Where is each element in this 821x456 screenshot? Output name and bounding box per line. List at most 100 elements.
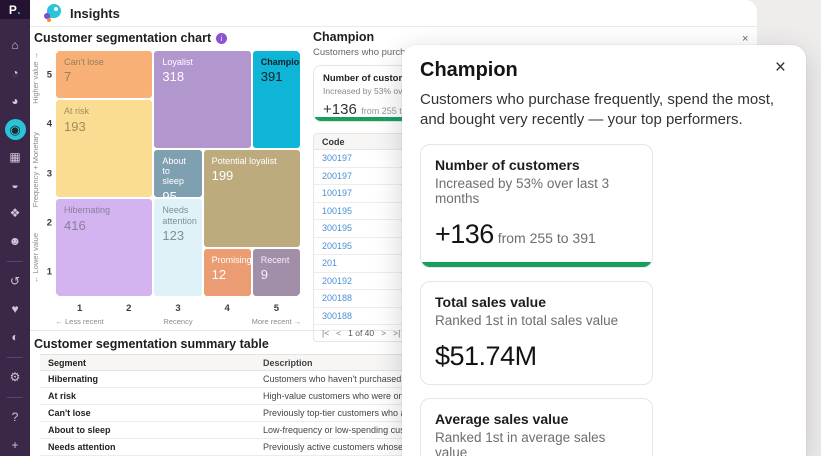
modal-close-icon[interactable]: × [774, 57, 786, 78]
y-axis-label: ← Lower value [31, 232, 40, 283]
summary-header-description: Description [263, 357, 313, 368]
sidebar-item-favorites-icon[interactable]: ♥ [11, 302, 19, 316]
treemap-cell-can-t-lose[interactable]: Can't lose 7 [55, 50, 154, 100]
sidebar-item-add-icon[interactable]: + [11, 438, 19, 452]
metric-card-title: Average sales value [435, 410, 569, 427]
champion-panel-title: Champion [313, 30, 375, 44]
x-axis-label: ← Less recent [55, 317, 104, 326]
code-link[interactable]: 200195 [314, 238, 462, 255]
treemap-cell-label: Promising [211, 254, 252, 265]
treemap-cell-value: 318 [162, 69, 185, 85]
sidebar-item-home-icon[interactable]: ⌂ [11, 38, 19, 52]
y-tick-label: 3 [46, 168, 52, 179]
code-link[interactable]: 201 [314, 255, 462, 273]
sidebar-item-insights-icon[interactable]: ◉ [4, 119, 26, 140]
insights-logo-orange-dot [47, 18, 51, 22]
treemap-plot: Can't lose 7 Loyalist 318 Champion 391 At risk… [55, 50, 301, 297]
treemap-cell-label: Needs attention [162, 205, 197, 226]
treemap-cell-label: Champion [260, 57, 301, 67]
metric-card-value: $51.74M [435, 340, 537, 371]
treemap-cell-recent[interactable]: Recent 9 [251, 247, 301, 297]
code-link[interactable]: 100195 [314, 203, 462, 220]
insights-logo-ring [54, 7, 58, 11]
sidebar-item-dashboard-icon[interactable]: ◐ [11, 330, 19, 344]
sidebar-item-tags-icon[interactable]: ❖ [9, 206, 21, 220]
sidebar-item-metrics-icon[interactable]: ◕ [11, 94, 19, 108]
sidebar-nav: ⌂ ◔ ◕ ◉ ▦ ◒ ❖ ☻ ↺ ♥ ◐ ⚙? + [0, 19, 30, 456]
code-link[interactable]: 200197 [314, 168, 462, 185]
section-divider [30, 330, 757, 331]
mini-card-value-row: +136 from 255 to 391 [323, 101, 453, 119]
treemap-cell-label: At risk [64, 106, 90, 117]
pagination: |< < 1 of 40 > >| [314, 325, 462, 341]
champion-modal: Champion × Customers who purchase freque… [402, 45, 806, 456]
x-axis-label: More recent → [251, 317, 302, 326]
metric-card-title: Number of customers [435, 156, 580, 173]
pagination-last-icon[interactable]: >| [393, 328, 401, 338]
page-title: Insights [70, 5, 120, 21]
treemap-cell-loyalist[interactable]: Loyalist 318 [153, 50, 252, 149]
sidebar-divider [7, 261, 23, 262]
top-header: Insights [30, 0, 757, 27]
pagination-first-icon[interactable]: |< [322, 328, 330, 338]
sidebar-item-reports-icon[interactable]: ▦ [9, 150, 21, 164]
treemap-cell-promising[interactable]: Promising 12 [202, 247, 252, 297]
treemap-cell-champion[interactable]: Champion 391 [251, 50, 301, 149]
summary-segment-cell: At risk [48, 391, 77, 401]
app-logo-letter: P [8, 2, 18, 17]
code-link[interactable]: 300195 [314, 220, 462, 238]
treemap-cell-about-to-sleep[interactable]: About to sleep 95 [153, 148, 203, 199]
treemap-cell-hibernating[interactable]: Hibernating 416 [55, 198, 154, 297]
insights-logo-icon [43, 4, 61, 22]
sidebar-item-help-icon[interactable]: ? [11, 410, 19, 424]
code-link[interactable]: 100197 [314, 185, 462, 203]
mini-card-subtitle: Increased by 53% over last 3 months [323, 86, 463, 96]
sidebar-item-history-icon[interactable]: ↺ [9, 274, 21, 288]
treemap-cell-value: 12 [211, 266, 227, 282]
mini-card-value-suffix: from 255 to 391 [361, 106, 425, 116]
metric-card-average-sales-value: Average sales value Ranked 1st in average… [420, 397, 653, 456]
sidebar-item-segments-icon[interactable]: ◒ [11, 178, 19, 192]
code-link[interactable]: 200192 [314, 273, 462, 290]
metric-card-value-row: +136 from 255 to 391 [435, 219, 638, 250]
metric-card-number-of-customers: Number of customers Increased by 53% over… [420, 143, 653, 268]
metric-card-total-sales-value: Total sales value Ranked 1st in total sal… [420, 280, 653, 385]
x-axis-ticks: 1 2 3 4 5 [55, 303, 301, 315]
treemap-cell-at-risk[interactable]: At risk 193 [55, 99, 154, 199]
insights-logo-purple-dot [44, 13, 50, 19]
modal-title: Champion [420, 59, 518, 81]
pagination-prev-icon[interactable]: < [336, 328, 342, 338]
summary-segment-cell: About to sleep [48, 425, 111, 435]
treemap-cell-label: Recent [260, 254, 290, 265]
pagination-next-icon[interactable]: > [381, 328, 387, 338]
chart-section-title: Customer segmentation chart i [34, 31, 228, 45]
treemap-cell-label: Hibernating [64, 205, 111, 216]
y-tick-label: 4 [46, 118, 52, 130]
app-logo[interactable]: P. [0, 0, 30, 19]
green-accent-bar [314, 117, 462, 121]
treemap-cell-label: Loyalist [162, 57, 193, 67]
metric-card-subtitle: Ranked 1st in total sales value [435, 312, 619, 328]
y-axis-label: Higher value → [31, 52, 40, 105]
treemap-cell-potential-loyalist[interactable]: Potential loyalist 199 [202, 148, 301, 248]
treemap-cell-value: 416 [64, 217, 86, 233]
sidebar: P. ⌂ ◔ ◕ ◉ ▦ ◒ ❖ ☻ ↺ ♥ ◐ ⚙? + [0, 0, 30, 456]
sidebar-item-analytics-icon[interactable]: ◔ [11, 66, 19, 80]
treemap-cell-needs-attention[interactable]: Needs attention 123 [153, 198, 203, 297]
panel-close-icon[interactable]: × [742, 33, 749, 45]
treemap-cell-label: Potential loyalist [211, 155, 277, 166]
treemap-cell-value: 199 [211, 168, 234, 184]
metric-card-subtitle: Increased by 53% over last 3 months [435, 175, 610, 206]
sidebar-item-add-user-icon[interactable]: ⚙ [9, 370, 21, 384]
sidebar-item-customers-icon[interactable]: ☻ [8, 234, 22, 248]
metric-card-subtitle: Ranked 1st in average sales value [435, 429, 606, 456]
pagination-label: 1 of 40 [348, 328, 375, 338]
code-link[interactable]: 200188 [314, 290, 462, 308]
x-tick-label: 2 [126, 303, 132, 314]
y-tick-label: 2 [46, 217, 52, 229]
code-link[interactable]: 300197 [314, 150, 462, 168]
metric-card-value: +136 [435, 218, 494, 249]
info-icon[interactable]: i [216, 32, 228, 44]
treemap-cell-value: 391 [260, 69, 283, 85]
code-link[interactable]: 300188 [314, 308, 462, 325]
